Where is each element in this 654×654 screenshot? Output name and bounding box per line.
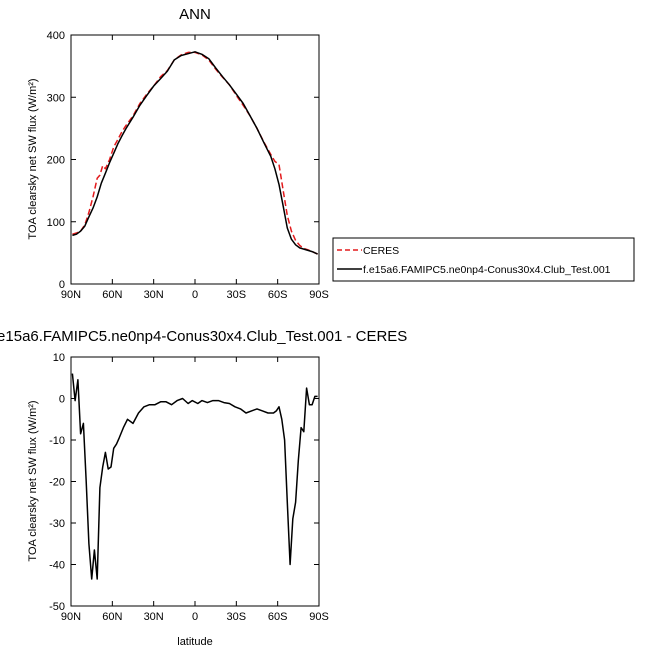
x-tick-label: 0 — [192, 611, 198, 623]
y-tick-label: 300 — [47, 92, 65, 104]
legend-ceres-label: CERES — [363, 245, 399, 257]
x-tick-label: 90S — [309, 611, 329, 623]
legend-box — [332, 237, 635, 282]
x-tick-label: 60S — [268, 289, 288, 301]
y-tick-label: 10 — [53, 352, 65, 364]
x-tick-label: 60S — [268, 611, 288, 623]
series-line-1 — [72, 51, 318, 255]
x-tick-label: 30S — [227, 611, 247, 623]
x-tick-label: 0 — [192, 289, 198, 301]
bottom-series-lines — [71, 373, 318, 580]
legend: CERES f.e15a6.FAMIPC5.ne0np4-Conus30x4.C… — [332, 237, 635, 282]
y-tick-label: -10 — [49, 435, 65, 447]
x-tick-label: 60N — [102, 289, 122, 301]
bottom-x-axis-label: latitude — [177, 636, 212, 648]
top-panel: ANN 90N 60N 30N 0 30S 60S 90S 0 100 200 300 400 TOA… — [27, 6, 329, 301]
top-axis-ticks: 90N 60N 30N 0 30S 60S 90S 0 100 200 300 400 — [47, 30, 329, 301]
bottom-y-axis-label: TOA clearsky net SW flux (W/m²) — [27, 400, 39, 561]
y-tick-label: -40 — [49, 560, 65, 572]
y-tick-label: 400 — [47, 30, 65, 42]
top-series-lines — [72, 51, 318, 255]
bottom-plot-frame — [70, 356, 320, 607]
x-tick-label: 60N — [102, 611, 122, 623]
bottom-panel: f.e15a6.FAMIPC5.ne0np4-Conus30x4.Club_Te… — [0, 328, 407, 648]
x-tick-label: 30N — [144, 611, 164, 623]
y-tick-label: -30 — [49, 518, 65, 530]
x-tick-label: 90N — [61, 289, 81, 301]
legend-model-label: f.e15a6.FAMIPC5.ne0np4-Conus30x4.Club_Te… — [363, 264, 611, 276]
series-line-0 — [71, 373, 318, 580]
x-tick-label: 30S — [227, 289, 247, 301]
y-tick-label: 0 — [59, 279, 65, 291]
top-plot-frame — [70, 34, 320, 285]
top-y-axis-label: TOA clearsky net SW flux (W/m²) — [27, 78, 39, 239]
y-tick-label: 100 — [47, 217, 65, 229]
top-chart-title: ANN — [179, 6, 211, 23]
series-line-0 — [72, 51, 318, 255]
y-tick-label: 0 — [59, 394, 65, 406]
bottom-axis-ticks: 90N 60N 30N 0 30S 60S 90S -50 -40 -30 -20 -10 0 10 — [49, 352, 329, 623]
x-tick-label: 90N — [61, 611, 81, 623]
x-tick-label: 30N — [144, 289, 164, 301]
y-tick-label: 200 — [47, 155, 65, 167]
x-tick-label: 90S — [309, 289, 329, 301]
y-tick-label: -50 — [49, 601, 65, 613]
bottom-chart-title: f.e15a6.FAMIPC5.ne0np4-Conus30x4.Club_Te… — [0, 328, 407, 345]
y-tick-label: -20 — [49, 477, 65, 489]
